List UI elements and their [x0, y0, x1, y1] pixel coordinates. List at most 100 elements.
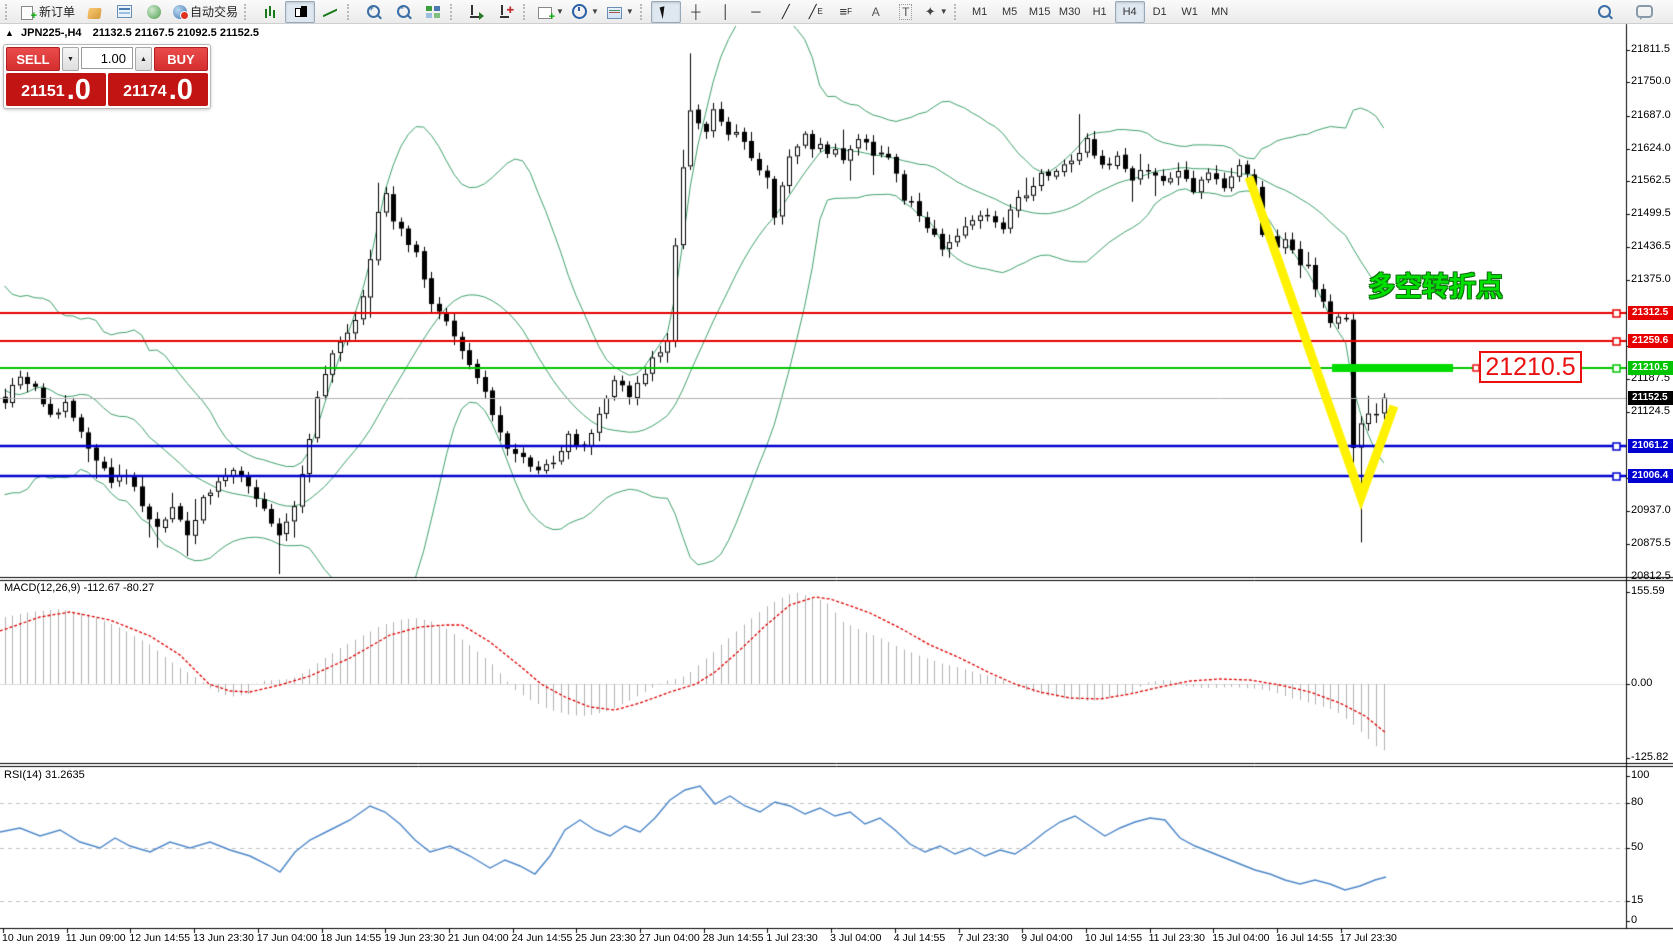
price-level-badge: 21312.5: [1628, 306, 1673, 320]
chart-shift-icon: ✚: [498, 4, 514, 20]
buy-button[interactable]: BUY: [154, 47, 208, 71]
horizontal-line-icon: ─: [751, 3, 761, 19]
timeframe-mn-button[interactable]: MN: [1211, 5, 1229, 18]
market-watch-button[interactable]: [109, 1, 139, 23]
cursor-tool-button[interactable]: [650, 0, 681, 23]
zoom-out-button[interactable]: −: [388, 1, 418, 23]
toolbar-grip: [5, 3, 12, 20]
dropdown-arrow-icon: ▼: [625, 7, 634, 16]
timeframe-w1-button[interactable]: W1: [1181, 5, 1198, 18]
new-order-icon: +: [20, 4, 37, 21]
bar-chart-icon: [263, 5, 277, 19]
crosshair-tool-button[interactable]: ┼: [681, 1, 711, 23]
price-callout-box[interactable]: 21210.5: [1479, 351, 1582, 383]
highlight-button[interactable]: [79, 1, 109, 23]
indicators-button[interactable]: + ▼: [534, 1, 568, 23]
sell-button[interactable]: SELL: [6, 47, 60, 71]
chat-button[interactable]: [1629, 1, 1659, 23]
horizontal-line-tool-button[interactable]: ─: [741, 1, 771, 23]
volume-input[interactable]: 1.00: [81, 47, 133, 69]
price-tick-label: 21750.0: [1631, 75, 1671, 87]
search-icon: [1597, 5, 1611, 18]
rsi-indicator-label: RSI(14) 31.2635: [4, 769, 85, 781]
collapse-triangle-icon[interactable]: ▲: [5, 28, 14, 38]
cursor-icon: [659, 4, 673, 19]
price-level-badge: 21210.5: [1628, 361, 1673, 375]
arrows-tool-button[interactable]: ✦ ▼: [921, 1, 952, 23]
price-tick-label: 21562.5: [1631, 174, 1671, 186]
price-tick-label: 21124.5: [1631, 405, 1670, 417]
text-tool-button[interactable]: A: [861, 1, 891, 23]
timeframe-m15-button[interactable]: M15: [1028, 5, 1051, 18]
candlestick-chart-button[interactable]: [285, 0, 316, 23]
new-order-button[interactable]: + 新订单: [16, 1, 79, 23]
auto-scroll-icon: [468, 4, 485, 20]
periods-button[interactable]: ▼: [568, 1, 603, 23]
price-tick-label: 21811.5: [1631, 43, 1670, 55]
template-icon: [606, 6, 622, 19]
zoom-in-button[interactable]: +: [358, 1, 388, 23]
indicator-tick-label: 15: [1631, 894, 1644, 906]
auto-scroll-button[interactable]: [461, 1, 491, 23]
turning-point-annotation[interactable]: 多空转折点: [1368, 272, 1503, 302]
dropdown-arrow-icon: ▼: [556, 7, 564, 16]
fibonacci-tool-button[interactable]: ≡ F: [831, 1, 861, 23]
timeframe-h1-button[interactable]: H1: [1092, 5, 1107, 18]
volume-increase-button[interactable]: ▲: [135, 47, 152, 71]
indicator-tick-label: 0: [1631, 914, 1638, 926]
autotrading-icon: [173, 4, 190, 20]
time-tick-label: 11 Jun 09:00: [65, 932, 126, 944]
channel-tool-button[interactable]: ╱ E: [801, 1, 831, 23]
time-tick-label: 11 Jul 23:30: [1148, 932, 1206, 944]
search-button[interactable]: [1589, 1, 1619, 23]
timeframe-h4-button[interactable]: H4: [1114, 0, 1145, 23]
price-level-badge: 21061.2: [1628, 439, 1673, 453]
dropdown-arrow-icon: ▼: [590, 7, 599, 16]
line-chart-button[interactable]: [315, 1, 345, 23]
price-level-badge: 21152.5: [1628, 391, 1673, 405]
templates-button[interactable]: ▼: [603, 1, 638, 23]
sell-price-display[interactable]: 21151 .0: [6, 73, 106, 106]
text-tool-icon: A: [871, 4, 880, 19]
trendline-tool-button[interactable]: ╱: [771, 1, 801, 23]
candlestick-chart-icon: [293, 5, 308, 19]
indicator-tick-label: 50: [1631, 841, 1644, 853]
time-tick-label: 27 Jun 04:00: [639, 932, 700, 944]
line-chart-icon: [323, 5, 338, 19]
bar-chart-button[interactable]: [255, 1, 285, 23]
one-click-trading-panel: SELL ▼ 1.00 ▲ BUY 21151 .0 21174 .0: [3, 44, 211, 109]
text-label-tool-button[interactable]: T: [891, 1, 921, 23]
trendline-icon: ╱: [781, 3, 790, 19]
main-toolbar: + 新订单 自动交易: [0, 0, 1673, 24]
time-tick-label: 24 Jun 14:55: [511, 932, 573, 944]
timeframe-m1-button[interactable]: M1: [971, 5, 988, 18]
tile-windows-button[interactable]: [418, 1, 448, 23]
buy-price-display[interactable]: 21174 .0: [108, 73, 208, 106]
price-tick-label: 20937.0: [1631, 504, 1671, 516]
text-label-icon: T: [899, 3, 913, 20]
volume-decrease-button[interactable]: ▼: [62, 47, 79, 71]
chart-shift-button[interactable]: ✚: [491, 1, 521, 23]
clock-icon: [571, 4, 587, 19]
autotrading-label: 自动交易: [190, 5, 239, 19]
chart-ohlc-values: 21132.5 21167.5 21092.5 21152.5: [92, 27, 259, 39]
price-tick-label: 21187.5: [1631, 372, 1670, 384]
fibo-letter: F: [847, 7, 853, 16]
indicator-tick-label: 80: [1631, 796, 1644, 808]
vertical-line-tool-button[interactable]: │: [711, 1, 741, 23]
signal-icon: [147, 4, 162, 19]
sell-price-dec: .0: [66, 74, 91, 106]
dropdown-arrow-icon: ▼: [939, 7, 948, 16]
time-tick-label: 13 Jun 23:30: [193, 932, 254, 944]
tile-windows-icon: [426, 5, 441, 18]
timeframe-d1-button[interactable]: D1: [1152, 5, 1167, 18]
autotrading-button[interactable]: 自动交易: [169, 1, 242, 23]
group-separator: [450, 3, 457, 20]
price-tick-label: 21624.0: [1631, 142, 1671, 154]
timeframe-m5-button[interactable]: M5: [1001, 5, 1018, 18]
time-tick-label: 15 Jul 04:00: [1212, 932, 1270, 944]
signals-button[interactable]: [139, 1, 169, 23]
crosshair-icon: ┼: [691, 3, 701, 19]
timeframe-m30-button[interactable]: M30: [1058, 5, 1081, 18]
